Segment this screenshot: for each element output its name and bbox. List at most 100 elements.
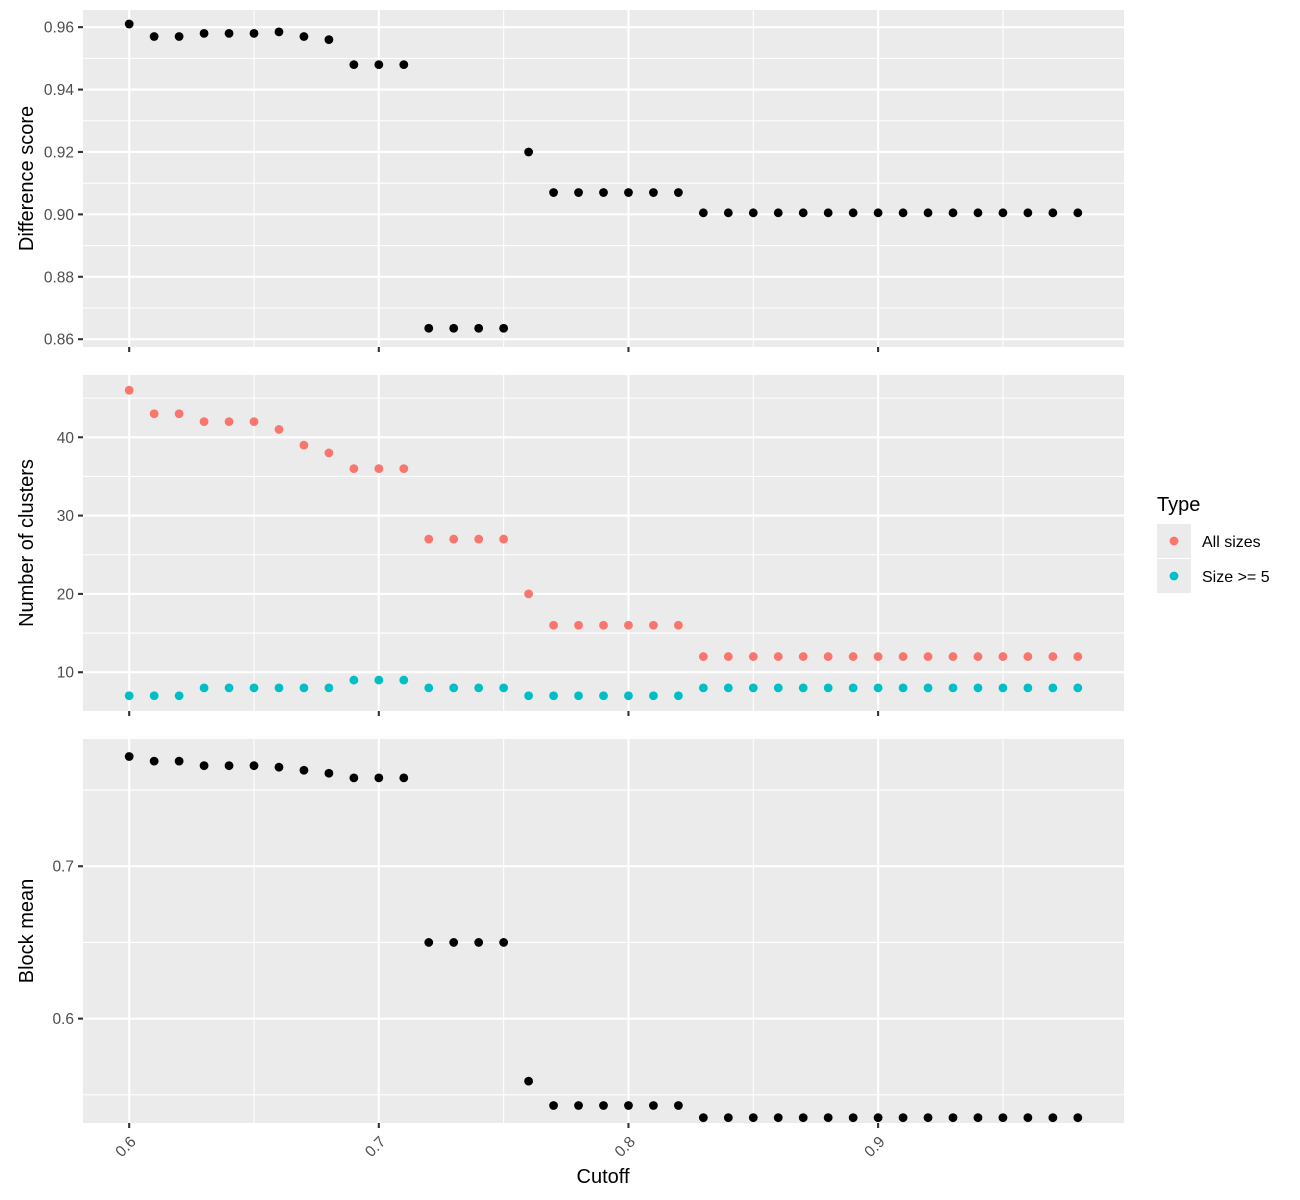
data-point bbox=[823, 652, 833, 661]
data-point bbox=[224, 417, 234, 427]
data-point bbox=[224, 29, 234, 38]
data-point bbox=[773, 208, 783, 218]
data-point bbox=[823, 208, 833, 218]
data-point bbox=[873, 208, 883, 218]
y-axis-title: Number of clusters bbox=[16, 459, 38, 627]
data-point bbox=[299, 765, 309, 775]
data-point bbox=[549, 188, 558, 197]
data-point bbox=[1048, 652, 1058, 661]
data-point bbox=[424, 938, 434, 947]
data-point bbox=[1073, 652, 1083, 661]
data-point bbox=[324, 768, 334, 778]
data-point bbox=[624, 620, 633, 630]
panel-background bbox=[83, 375, 1124, 711]
data-point bbox=[199, 417, 209, 427]
y-tick-label: 10 bbox=[57, 665, 75, 682]
data-point bbox=[624, 691, 633, 701]
legend-title: Type bbox=[1157, 494, 1200, 516]
data-point bbox=[499, 534, 509, 544]
data-point bbox=[798, 683, 808, 693]
panel-bottom: 0.6 0.7 0.6 0.7 0.8 0.9 Block mean bbox=[16, 739, 1124, 1161]
data-point bbox=[748, 683, 758, 693]
data-point bbox=[274, 425, 284, 434]
data-point bbox=[848, 1113, 858, 1123]
data-point bbox=[524, 589, 534, 599]
data-point bbox=[499, 683, 509, 693]
data-point bbox=[973, 683, 983, 693]
data-point bbox=[823, 683, 833, 693]
data-point bbox=[948, 208, 958, 218]
data-point bbox=[449, 323, 459, 333]
panel-background bbox=[83, 739, 1124, 1123]
data-point bbox=[1023, 1113, 1033, 1123]
data-point bbox=[374, 60, 384, 70]
data-point bbox=[199, 683, 209, 693]
data-point bbox=[274, 762, 284, 772]
data-point bbox=[474, 938, 484, 947]
data-point bbox=[599, 691, 608, 701]
y-tick-label: 30 bbox=[57, 508, 75, 525]
data-point bbox=[599, 188, 608, 197]
data-point bbox=[124, 19, 134, 29]
panels: 0.86 0.88 0.90 0.92 0.94 0.96 Difference score… bbox=[16, 10, 1124, 1161]
data-point bbox=[574, 188, 583, 197]
data-point bbox=[748, 652, 758, 661]
data-point bbox=[274, 27, 284, 37]
data-point bbox=[549, 691, 558, 701]
data-point bbox=[149, 32, 159, 41]
panel-background bbox=[83, 10, 1124, 347]
y-tick-label: 40 bbox=[57, 430, 75, 447]
data-point bbox=[299, 440, 309, 450]
data-point bbox=[624, 1101, 633, 1110]
x-tick-label: 0.9 bbox=[861, 1133, 888, 1160]
x-tick-label: 0.7 bbox=[362, 1133, 389, 1160]
data-point bbox=[723, 652, 733, 661]
data-point bbox=[274, 683, 284, 693]
data-point bbox=[649, 691, 658, 701]
data-point bbox=[823, 1113, 833, 1123]
data-point bbox=[174, 691, 184, 701]
data-point bbox=[649, 188, 658, 197]
data-point bbox=[673, 691, 683, 701]
data-point bbox=[149, 756, 159, 766]
data-point bbox=[923, 1113, 933, 1123]
data-point bbox=[723, 683, 733, 693]
data-point bbox=[873, 683, 883, 693]
data-point bbox=[898, 208, 908, 218]
data-point bbox=[773, 683, 783, 693]
data-point bbox=[399, 773, 409, 783]
data-point bbox=[973, 1113, 983, 1123]
y-tick-label: 20 bbox=[57, 586, 75, 603]
data-point bbox=[299, 32, 309, 41]
data-point bbox=[124, 385, 134, 395]
data-point bbox=[399, 464, 409, 473]
data-point bbox=[873, 652, 883, 661]
y-tick-label: 0.94 bbox=[44, 82, 75, 99]
data-point bbox=[199, 29, 209, 38]
data-point bbox=[898, 652, 908, 661]
data-point bbox=[474, 683, 484, 693]
data-point bbox=[923, 652, 933, 661]
y-axis-title: Block mean bbox=[16, 879, 38, 984]
data-point bbox=[349, 464, 359, 473]
y-tick-label: 0.86 bbox=[44, 332, 74, 349]
data-point bbox=[898, 683, 908, 693]
data-point bbox=[599, 620, 608, 630]
data-point bbox=[1073, 683, 1083, 693]
data-point bbox=[798, 1113, 808, 1123]
data-point bbox=[324, 448, 334, 458]
data-point bbox=[848, 652, 858, 661]
data-point bbox=[798, 652, 808, 661]
data-point bbox=[848, 208, 858, 218]
data-point bbox=[474, 323, 484, 333]
data-point bbox=[998, 208, 1008, 218]
data-point bbox=[1048, 1113, 1058, 1123]
data-point bbox=[698, 683, 708, 693]
y-tick-label: 0.88 bbox=[44, 269, 74, 286]
legend: Type All sizes Size >= 5 bbox=[1157, 494, 1270, 593]
data-point bbox=[649, 620, 658, 630]
legend-label-all-sizes: All sizes bbox=[1202, 534, 1261, 551]
data-point bbox=[1023, 652, 1033, 661]
data-point bbox=[673, 1101, 683, 1110]
data-point bbox=[748, 208, 758, 218]
